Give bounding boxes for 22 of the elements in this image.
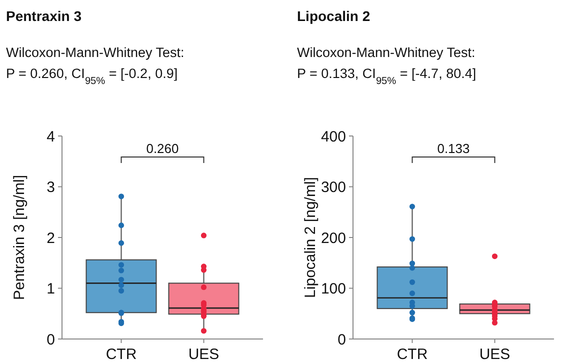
y-tick-label: 100 <box>320 280 346 298</box>
y-tick-label: 0 <box>46 331 55 348</box>
y-tick-label: 200 <box>320 230 346 247</box>
y-axis-title: Lipocalin 2 [ng/ml] <box>302 177 319 298</box>
y-tick-label: 1 <box>46 280 55 298</box>
chart-subtitle: Wilcoxon-Mann-Whitney Test: P = 0.260, CI$_{95%}$ = [-0.2, 0.9] <box>6 45 184 86</box>
y-tick-label: 2 <box>46 230 55 247</box>
x-tick-label: UES <box>188 346 220 363</box>
x-tick-label: CTR <box>396 346 428 363</box>
y-tick-label: 3 <box>46 179 55 196</box>
y-tick-label: 4 <box>46 128 55 146</box>
y-axis-title: Pentraxin 3 [ng/ml] <box>11 174 28 300</box>
annotation: 0.133 <box>437 141 470 156</box>
y-tick-label: 300 <box>320 179 346 196</box>
chart-title: Lipocalin 2 <box>297 8 370 24</box>
y-tick-label: 400 <box>320 128 346 146</box>
annotation: 0.260 <box>146 141 179 156</box>
x-tick-label: UES <box>479 346 510 363</box>
y-tick-label: 0 <box>338 331 346 348</box>
chart-subtitle: Wilcoxon-Mann-Whitney Test: P = 0.133, CI$_{95%}$ = [-4.7, 80.4] <box>297 45 476 86</box>
chart-title: Pentraxin 3 <box>6 8 82 24</box>
x-tick-label: CTR <box>106 346 137 363</box>
